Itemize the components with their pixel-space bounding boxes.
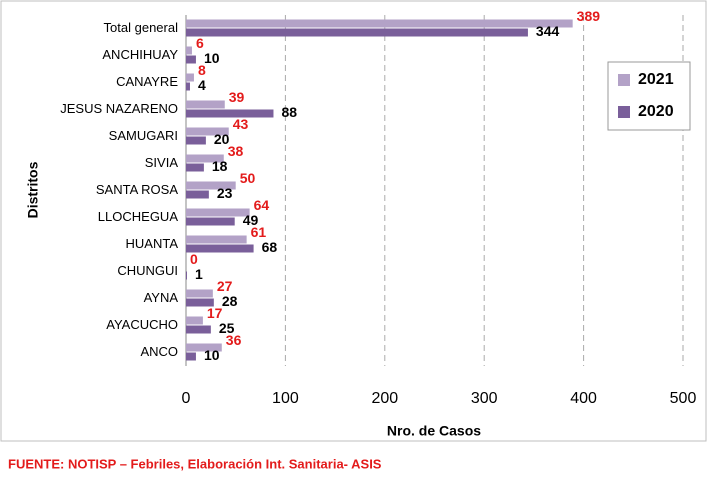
value-label: 49 [243,212,259,228]
legend-label: 2020 [638,103,674,120]
bar [186,343,222,352]
value-label: 389 [577,8,601,24]
value-label: 10 [204,347,220,363]
value-label: 344 [536,23,560,39]
y-tick-label: ANCO [140,344,178,359]
value-label: 61 [251,224,267,240]
value-label: 68 [262,239,278,255]
y-tick-label: AYACUCHO [106,317,178,332]
value-label: 6 [196,35,204,51]
bar [186,190,209,199]
value-label: 88 [281,104,297,120]
value-label: 39 [229,89,245,105]
x-tick-label: 200 [371,390,398,407]
bar [186,316,203,325]
bar [186,28,528,37]
bar [186,208,250,217]
x-tick-label: 100 [272,390,299,407]
bar [186,244,254,253]
y-tick-label: ANCHIHUAY [102,47,178,62]
value-label: 43 [233,116,249,132]
bar [186,271,187,280]
bar [186,298,214,307]
legend-swatch [618,74,630,86]
y-tick-label: SIVIA [145,155,179,170]
bar [186,55,196,64]
y-tick-label: SAMUGARI [109,128,178,143]
y-tick-label: HUANTA [126,236,179,251]
value-label: 38 [228,143,244,159]
bar [186,82,190,91]
value-label: 36 [226,332,242,348]
bar [186,181,236,190]
x-tick-label: 500 [670,390,697,407]
value-label: 18 [212,158,228,174]
y-tick-label: AYNA [144,290,179,305]
bar [186,127,229,136]
value-label: 64 [254,197,270,213]
bar [186,46,192,55]
y-tick-label: Total general [104,20,179,35]
value-label: 8 [198,62,206,78]
value-label: 10 [204,50,220,66]
y-axis-label: Distritos [25,161,41,218]
bar [186,235,247,244]
value-label: 28 [222,293,238,309]
legend-box [607,61,691,131]
bar [186,163,204,172]
legend-label: 2021 [638,71,674,88]
bar [186,217,235,226]
value-label: 25 [219,320,235,336]
x-tick-label: 0 [182,390,191,407]
y-tick-label: SANTA ROSA [96,182,178,197]
chart-frame [0,0,707,442]
bar [186,100,225,109]
bar [186,154,224,163]
x-tick-label: 400 [570,390,597,407]
y-tick-label: LLOCHEGUA [98,209,179,224]
legend-swatch [618,106,630,118]
value-label: 17 [207,305,223,321]
bar [186,352,196,361]
value-label: 4 [198,77,206,93]
bar [186,136,206,145]
y-tick-label: JESUS NAZARENO [60,101,178,116]
x-axis-label: Nro. de Casos [387,423,481,439]
value-label: 0 [190,251,198,267]
bar [186,289,213,298]
value-label: 27 [217,278,233,294]
bar [186,19,573,28]
bar [186,109,274,118]
value-label: 20 [214,131,230,147]
source-note: FUENTE: NOTISP – Febriles, Elaboración I… [8,456,382,471]
y-tick-label: CANAYRE [116,74,178,89]
value-label: 50 [240,170,256,186]
value-label: 1 [195,266,203,282]
y-tick-label: CHUNGUI [117,263,178,278]
value-label: 23 [217,185,233,201]
bar [186,325,211,334]
x-tick-label: 300 [471,390,498,407]
bar [186,73,194,82]
